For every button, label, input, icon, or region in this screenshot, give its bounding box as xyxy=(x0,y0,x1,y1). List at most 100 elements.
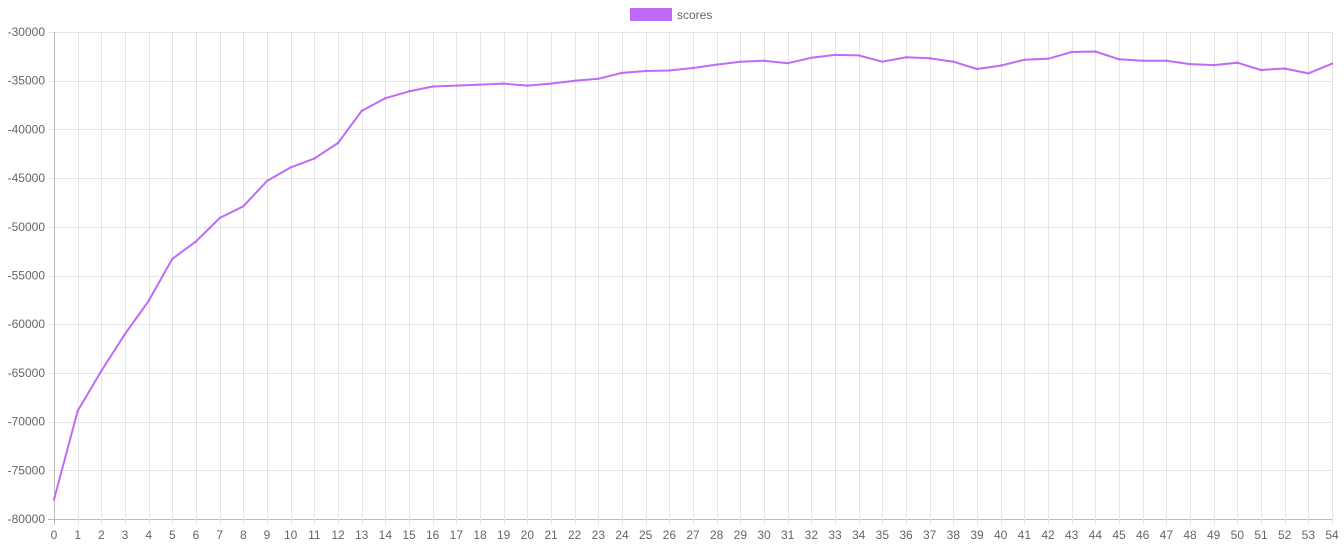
x-tick-label: 21 xyxy=(544,528,558,542)
data-point[interactable] xyxy=(455,84,458,87)
x-tick-label: 52 xyxy=(1278,528,1292,542)
data-point[interactable] xyxy=(1212,63,1215,67)
data-point[interactable] xyxy=(1165,59,1168,62)
data-point[interactable] xyxy=(384,97,387,100)
x-tick-label: 13 xyxy=(355,528,369,542)
data-point[interactable] xyxy=(1307,72,1310,75)
x-tick-label: 4 xyxy=(145,528,152,542)
data-point[interactable] xyxy=(668,69,671,72)
data-point[interactable] xyxy=(407,90,411,93)
data-point[interactable] xyxy=(289,166,292,169)
data-point[interactable] xyxy=(147,299,150,302)
x-tick-label: 30 xyxy=(757,528,771,542)
data-point[interactable] xyxy=(999,64,1002,67)
data-point[interactable] xyxy=(739,60,742,63)
data-point[interactable] xyxy=(242,205,245,208)
x-tick-label: 5 xyxy=(169,528,176,542)
data-point[interactable] xyxy=(644,69,647,73)
x-tick-label: 23 xyxy=(592,528,606,542)
legend[interactable]: scores xyxy=(630,8,712,22)
x-tick-label: 2 xyxy=(98,528,105,542)
y-tick-label: -70000 xyxy=(8,415,46,429)
x-tick-label: 34 xyxy=(852,528,866,542)
x-tick-label: 53 xyxy=(1302,528,1316,542)
data-point[interactable] xyxy=(810,56,813,59)
data-point[interactable] xyxy=(928,57,931,60)
x-tick-label: 18 xyxy=(473,528,487,542)
x-tick-label: 41 xyxy=(1018,528,1032,542)
data-point[interactable] xyxy=(431,85,434,88)
data-point[interactable] xyxy=(1070,50,1073,54)
data-point[interactable] xyxy=(1094,50,1097,53)
y-tick-label: -65000 xyxy=(8,366,46,380)
x-tick-label: 38 xyxy=(947,528,961,542)
y-tick-label: -60000 xyxy=(8,317,46,331)
data-point[interactable] xyxy=(171,257,174,261)
x-tick-label: 3 xyxy=(122,528,129,542)
data-point[interactable] xyxy=(549,82,553,85)
y-tick-label: -75000 xyxy=(8,463,46,477)
data-point[interactable] xyxy=(1046,57,1050,60)
data-point[interactable] xyxy=(1023,58,1026,61)
data-point[interactable] xyxy=(881,60,884,63)
data-point[interactable] xyxy=(715,63,718,66)
x-tick-label: 46 xyxy=(1136,528,1150,542)
data-point[interactable] xyxy=(1283,67,1286,70)
x-tick-label: 48 xyxy=(1183,528,1197,542)
data-point[interactable] xyxy=(762,59,766,62)
data-point[interactable] xyxy=(1188,62,1192,66)
data-point[interactable] xyxy=(76,409,79,413)
x-tick-label: 49 xyxy=(1207,528,1221,542)
x-tick-label: 0 xyxy=(51,528,58,542)
y-tick-label: -40000 xyxy=(8,122,46,136)
data-point[interactable] xyxy=(833,53,837,57)
y-tick-label: -55000 xyxy=(8,269,46,283)
data-point[interactable] xyxy=(691,66,695,70)
x-tick-label: 28 xyxy=(710,528,724,542)
data-point[interactable] xyxy=(313,157,316,160)
data-point[interactable] xyxy=(1259,68,1263,72)
data-point[interactable] xyxy=(620,71,624,75)
data-point[interactable] xyxy=(1330,62,1334,65)
data-point[interactable] xyxy=(1117,58,1121,61)
data-point[interactable] xyxy=(904,56,908,59)
data-point[interactable] xyxy=(265,179,269,183)
x-tick-label: 45 xyxy=(1112,528,1126,542)
data-point[interactable] xyxy=(123,332,127,336)
x-tick-label: 43 xyxy=(1065,528,1079,542)
data-point[interactable] xyxy=(52,498,56,501)
data-point[interactable] xyxy=(194,240,198,243)
x-tick-label: 25 xyxy=(639,528,653,542)
x-tick-label: 47 xyxy=(1160,528,1174,542)
data-point[interactable] xyxy=(952,60,955,63)
data-point[interactable] xyxy=(336,141,340,145)
data-point[interactable] xyxy=(975,67,979,71)
x-tick-label: 37 xyxy=(923,528,937,542)
data-point[interactable] xyxy=(526,84,529,87)
legend-swatch-scores xyxy=(630,8,672,21)
data-point[interactable] xyxy=(597,77,600,81)
data-point[interactable] xyxy=(1236,61,1239,64)
grid xyxy=(48,32,1333,525)
x-tick-label: 7 xyxy=(216,528,223,542)
x-tick-label: 36 xyxy=(899,528,913,542)
x-tick-label: 17 xyxy=(450,528,464,542)
data-point[interactable] xyxy=(857,54,860,57)
data-point[interactable] xyxy=(786,62,789,65)
y-tick-label: -30000 xyxy=(8,25,46,39)
data-point[interactable] xyxy=(1141,59,1144,62)
x-tick-label: 20 xyxy=(521,528,535,542)
data-point[interactable] xyxy=(502,82,505,85)
data-point[interactable] xyxy=(100,369,103,373)
y-tick-label: -45000 xyxy=(8,171,46,185)
data-point[interactable] xyxy=(573,79,576,82)
data-point[interactable] xyxy=(218,216,221,220)
x-tick-label: 16 xyxy=(426,528,440,542)
x-tick-label: 27 xyxy=(686,528,700,542)
legend-label-scores: scores xyxy=(677,8,712,22)
data-point[interactable] xyxy=(360,109,363,113)
x-tick-label: 24 xyxy=(615,528,629,542)
data-point[interactable] xyxy=(478,83,482,86)
x-tick-label: 50 xyxy=(1231,528,1245,542)
